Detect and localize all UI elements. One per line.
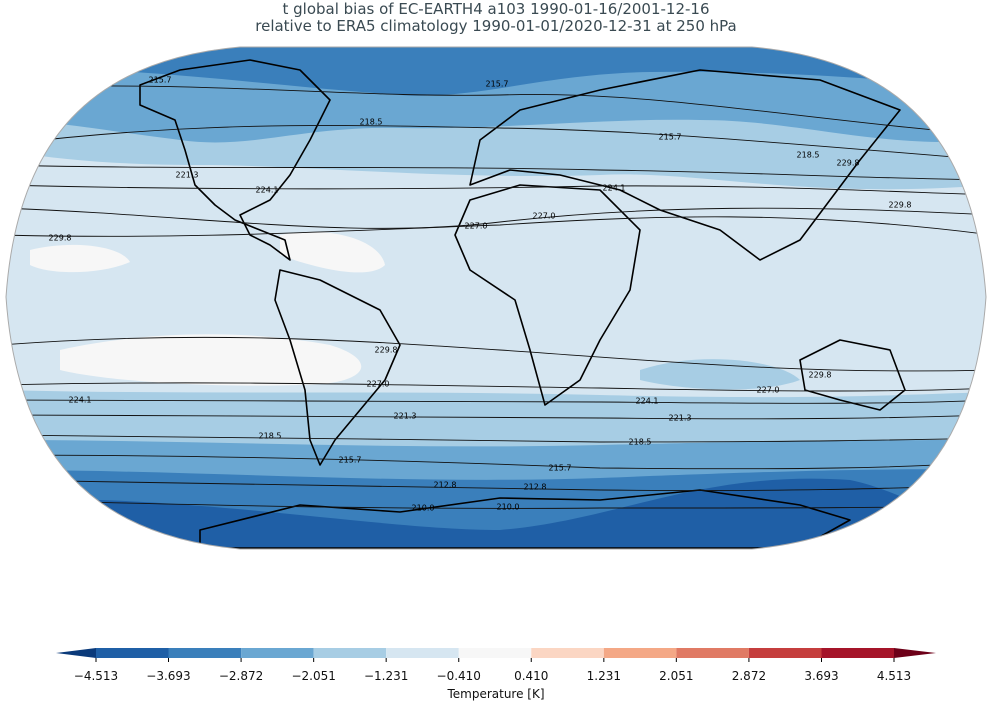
contour-label: 215.7 <box>549 464 572 473</box>
colorbar-tick-label: 1.231 <box>587 669 621 683</box>
colorbar-tick-label: 2.051 <box>659 669 693 683</box>
contours <box>6 85 986 509</box>
contour-label: 210.0 <box>412 504 435 513</box>
field <box>6 478 986 549</box>
contour-label: 215.7 <box>659 133 682 142</box>
field <box>30 244 130 273</box>
colorbar-segment <box>821 648 894 658</box>
contour-label: 210.0 <box>497 503 520 512</box>
contour-label: 227.0 <box>533 212 556 221</box>
contour-label: 224.1 <box>603 184 626 193</box>
colorbar-tick-label: 0.410 <box>514 669 548 683</box>
colorbar-segment <box>676 648 749 658</box>
colorbar-extend <box>894 648 936 658</box>
coastlines <box>139 59 906 549</box>
colorbar-segment <box>458 648 532 658</box>
contour-line <box>6 207 986 229</box>
contour-label: 215.7 <box>149 76 172 85</box>
contour-label: 212.8 <box>524 483 547 492</box>
coastline <box>799 339 906 411</box>
contour-line <box>6 216 986 237</box>
contour-label: 221.3 <box>669 414 692 423</box>
contour-label: 221.3 <box>176 171 199 180</box>
contour-label: 227.0 <box>757 386 780 395</box>
map-border <box>5 46 987 550</box>
colorbar-segment <box>748 648 822 658</box>
contour-line <box>6 85 986 136</box>
contour-line <box>6 184 986 196</box>
colorbar-tick-label: −4.513 <box>74 669 118 683</box>
contour-line <box>6 164 986 181</box>
title-line: t global bias of EC-EARTH4 a103 1990-01-… <box>282 0 709 18</box>
contour-label: 229.8 <box>49 234 72 243</box>
contour-label: 229.8 <box>837 159 860 168</box>
contour-line <box>6 336 986 372</box>
colorbar-tick-label: −2.872 <box>219 669 263 683</box>
contour-label: 224.1 <box>69 396 92 405</box>
contour-label: 229.8 <box>889 201 912 210</box>
colorbar-tick-label: 2.872 <box>732 669 766 683</box>
colorbar-segment <box>96 648 169 658</box>
coastline <box>199 489 851 549</box>
field <box>280 231 385 273</box>
coastline <box>274 269 401 466</box>
map <box>6 47 986 549</box>
colorbar-tick-label: 4.513 <box>877 669 911 683</box>
contour-line <box>6 434 986 443</box>
colorbar-tick-label: −0.410 <box>437 669 481 683</box>
colorbar-tick-label: −2.051 <box>291 669 335 683</box>
contour-label: 229.8 <box>809 371 832 380</box>
contour-label: 229.8 <box>375 346 398 355</box>
colorbar-tick-label: 3.693 <box>804 669 838 683</box>
contour-line <box>6 382 986 392</box>
coastline <box>139 59 331 261</box>
title-line: relative to ERA5 climatology 1990-01-01/… <box>255 17 736 35</box>
contour-line <box>6 125 986 161</box>
coastline <box>454 184 641 406</box>
contour-line <box>6 454 986 470</box>
contour-label: 218.5 <box>629 438 652 447</box>
contour-label: 227.0 <box>465 222 488 231</box>
colorbar-segment <box>386 648 459 658</box>
contour-label: 224.1 <box>256 186 279 195</box>
colorbar-tick-label: −3.693 <box>146 669 190 683</box>
colorbar: −4.513 −3.693 −2.872 −2.051 −1.231 −0.410 0.41… <box>56 648 936 683</box>
contour-label: 227.0 <box>367 380 390 389</box>
colorbar-segment <box>603 648 677 658</box>
field <box>6 47 986 96</box>
colorbar-segment <box>313 648 387 658</box>
colorbar-segment <box>168 648 242 658</box>
contour-labels: 215.7 215.7 218.5 215.7 218.5 221.3 224.1 224.1… <box>49 76 912 513</box>
contour-label: 215.7 <box>339 456 362 465</box>
contour-label: 215.7 <box>486 80 509 89</box>
contour-line <box>6 399 986 404</box>
contour-label: 221.3 <box>394 412 417 421</box>
colorbar-segment <box>531 648 604 658</box>
colorbar-segment <box>241 648 314 658</box>
coastline <box>469 69 901 261</box>
colorbar-tick-label: −1.231 <box>364 669 408 683</box>
contour-label: 218.5 <box>360 118 383 127</box>
contour-line <box>6 414 986 420</box>
colorbar-extend <box>56 648 96 658</box>
colorbar-label: Temperature [K] <box>446 687 544 701</box>
contour-label: 218.5 <box>797 151 820 160</box>
contour-label: 212.8 <box>434 481 457 490</box>
contour-label: 224.1 <box>636 397 659 406</box>
contour-label: 218.5 <box>259 432 282 441</box>
field <box>60 334 362 386</box>
